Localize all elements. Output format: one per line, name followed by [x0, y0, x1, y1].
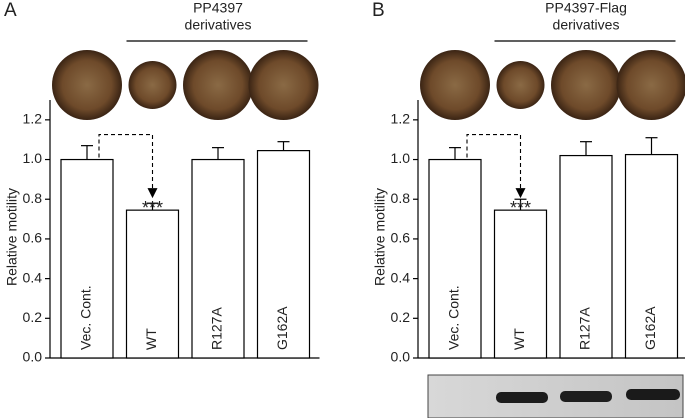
- category-label: R127A: [577, 307, 593, 350]
- colony-image: [496, 61, 545, 109]
- y-tick-label: 0.4: [391, 269, 411, 285]
- bar: [559, 154, 613, 359]
- y-tick-label: 1.2: [23, 111, 43, 127]
- y-tick-label: 0.8: [391, 190, 411, 206]
- y-tick-label: 0.4: [23, 269, 43, 285]
- bar: [624, 153, 679, 359]
- comparison-arrow: [98, 133, 154, 191]
- y-tick-label: 0.2: [391, 309, 411, 325]
- y-tick-label: 0.6: [391, 230, 411, 246]
- bar: [428, 158, 482, 359]
- colony-image: [248, 50, 319, 120]
- category-label: Vec. Cont.: [78, 285, 94, 350]
- y-tick-label: 0.0: [23, 349, 43, 365]
- bar: [125, 209, 180, 359]
- y-tick-label: 0.0: [391, 349, 411, 365]
- category-label: G162A: [642, 306, 658, 350]
- y-tick-label: 0.2: [23, 309, 43, 325]
- arrow-head: [147, 188, 158, 199]
- significance-label: ***: [510, 198, 531, 218]
- y-tick-label: 0.8: [23, 190, 43, 206]
- colony-image: [420, 50, 490, 120]
- category-label: Vec. Cont.: [446, 285, 462, 350]
- bar: [191, 158, 245, 359]
- category-label: WT: [511, 328, 527, 350]
- y-axis-label: Relative motility: [4, 188, 20, 286]
- panel-title: PP4397-Flag: [545, 0, 627, 16]
- colony-image: [183, 50, 253, 120]
- comparison-arrow: [466, 133, 522, 191]
- bar: [493, 209, 548, 359]
- panel-subtitle: derivatives: [185, 17, 252, 33]
- panel-title: PP4397: [193, 0, 243, 16]
- panel-label: B: [372, 0, 385, 21]
- y-tick-label: 1.0: [391, 150, 411, 166]
- category-label: WT: [143, 328, 159, 350]
- colony-image: [52, 50, 122, 120]
- bar: [256, 150, 311, 359]
- colony-image: [128, 61, 177, 109]
- y-axis-label: Relative motility: [372, 188, 388, 286]
- panel-label: A: [4, 0, 17, 21]
- colony-image: [551, 50, 621, 120]
- bar: [60, 158, 114, 359]
- western-blot: [427, 374, 684, 418]
- category-label: R127A: [209, 307, 225, 350]
- y-tick-label: 1.2: [391, 111, 411, 127]
- colony-image: [616, 50, 685, 120]
- panel-subtitle: derivatives: [553, 17, 620, 33]
- significance-label: ***: [142, 198, 163, 218]
- arrow-head: [515, 188, 526, 199]
- y-tick-label: 0.6: [23, 230, 43, 246]
- y-tick-label: 1.0: [23, 150, 43, 166]
- category-label: G162A: [274, 306, 290, 350]
